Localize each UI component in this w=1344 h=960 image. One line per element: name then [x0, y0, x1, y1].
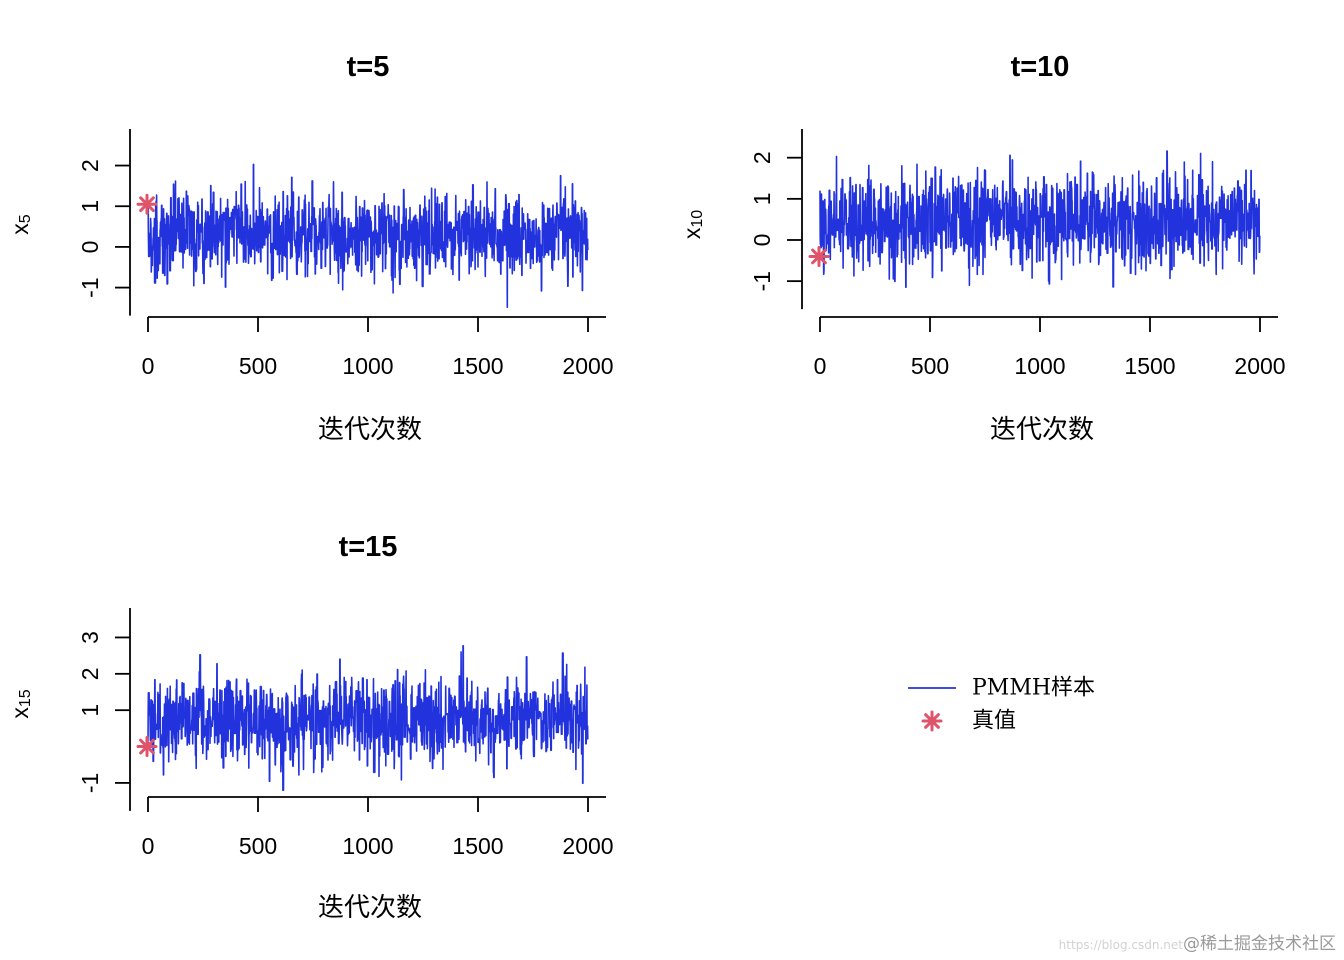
y-tick-label: -1 — [77, 277, 103, 297]
x-axis: 0 500 1000 1500 2000 迭代次数 — [142, 316, 614, 445]
x-tick-label: 0 — [814, 353, 827, 379]
legend-label: PMMH样本 — [972, 676, 1095, 701]
x-tick-label: 2000 — [562, 833, 613, 859]
x-axis-label: 迭代次数 — [318, 893, 422, 923]
x-tick-label: 2000 — [1234, 353, 1285, 379]
watermark-url: https://blog.csdn.net — [1058, 938, 1183, 952]
panel-t15: t=15 0 500 1000 1500 2000 迭代次数 -1 1 2 3 x15 — [7, 531, 614, 923]
watermark-text: @稀土掘金技术社区 — [1183, 934, 1336, 954]
x-axis-label: 迭代次数 — [990, 415, 1094, 445]
legend-label: 真值 — [972, 709, 1016, 734]
x-tick-label: 1000 — [1014, 353, 1065, 379]
y-tick-label: 2 — [749, 151, 775, 164]
y-axis: -1 0 1 2 x5 — [7, 129, 131, 316]
trace-line — [819, 150, 1261, 289]
x-axis: 0 500 1000 1500 2000 迭代次数 — [814, 316, 1286, 445]
y-tick-label: -1 — [749, 271, 775, 291]
y-tick-label: 0 — [749, 234, 775, 247]
y-tick-label: -1 — [77, 773, 103, 793]
x-tick-label: 2000 — [562, 353, 613, 379]
y-tick-label: 3 — [77, 631, 103, 644]
y-axis-label-base: x — [7, 223, 33, 235]
x-tick-label: 0 — [142, 833, 155, 859]
x-tick-label: 500 — [239, 353, 277, 379]
y-tick-label: 2 — [77, 159, 103, 172]
panel-t5: t=5 0 500 1000 1500 2000 迭代次数 -1 0 1 2 x5 — [7, 51, 614, 445]
chart-title: t=5 — [347, 51, 390, 83]
chart-title: t=10 — [1011, 51, 1070, 83]
x-tick-label: 1000 — [342, 833, 393, 859]
y-tick-label: 2 — [77, 667, 103, 680]
x-tick-label: 1500 — [452, 353, 503, 379]
y-axis-label: x15 — [7, 689, 34, 718]
watermark: https://blog.csdn.net@稀土掘金技术社区 — [1059, 929, 1336, 954]
y-axis-label-subscript: 15 — [17, 689, 34, 707]
x-tick-label: 1500 — [452, 833, 503, 859]
y-axis: -1 1 2 3 x15 — [7, 608, 131, 811]
x-axis: 0 500 1000 1500 2000 迭代次数 — [142, 796, 614, 923]
x-tick-label: 500 — [239, 833, 277, 859]
x-tick-label: 0 — [142, 353, 155, 379]
y-tick-label: 0 — [77, 241, 103, 254]
y-tick-label: 1 — [77, 200, 103, 213]
chart-title: t=15 — [339, 531, 398, 563]
y-tick-label: 1 — [749, 192, 775, 205]
x-tick-label: 1500 — [1124, 353, 1175, 379]
y-axis-label-base: x — [679, 227, 705, 239]
true-value-marker — [136, 736, 158, 758]
x-axis-label: 迭代次数 — [318, 415, 422, 445]
y-axis-label: x10 — [679, 210, 706, 239]
true-value-marker — [808, 245, 830, 267]
y-axis: -1 0 1 2 x10 — [679, 129, 803, 310]
x-tick-label: 1000 — [342, 353, 393, 379]
trace-line — [147, 163, 589, 309]
y-axis-label-subscript: 5 — [17, 214, 34, 223]
y-axis-label-base: x — [7, 707, 33, 719]
legend-point-swatch — [921, 710, 943, 732]
panel-t10: t=10 0 500 1000 1500 2000 迭代次数 -1 0 1 2 x10 — [679, 51, 1286, 445]
y-tick-label: 1 — [77, 704, 103, 717]
y-axis-label: x5 — [7, 214, 34, 235]
y-axis-label-subscript: 10 — [689, 210, 706, 228]
true-value-marker — [136, 193, 158, 215]
trace-line — [147, 644, 589, 792]
x-tick-label: 500 — [911, 353, 949, 379]
